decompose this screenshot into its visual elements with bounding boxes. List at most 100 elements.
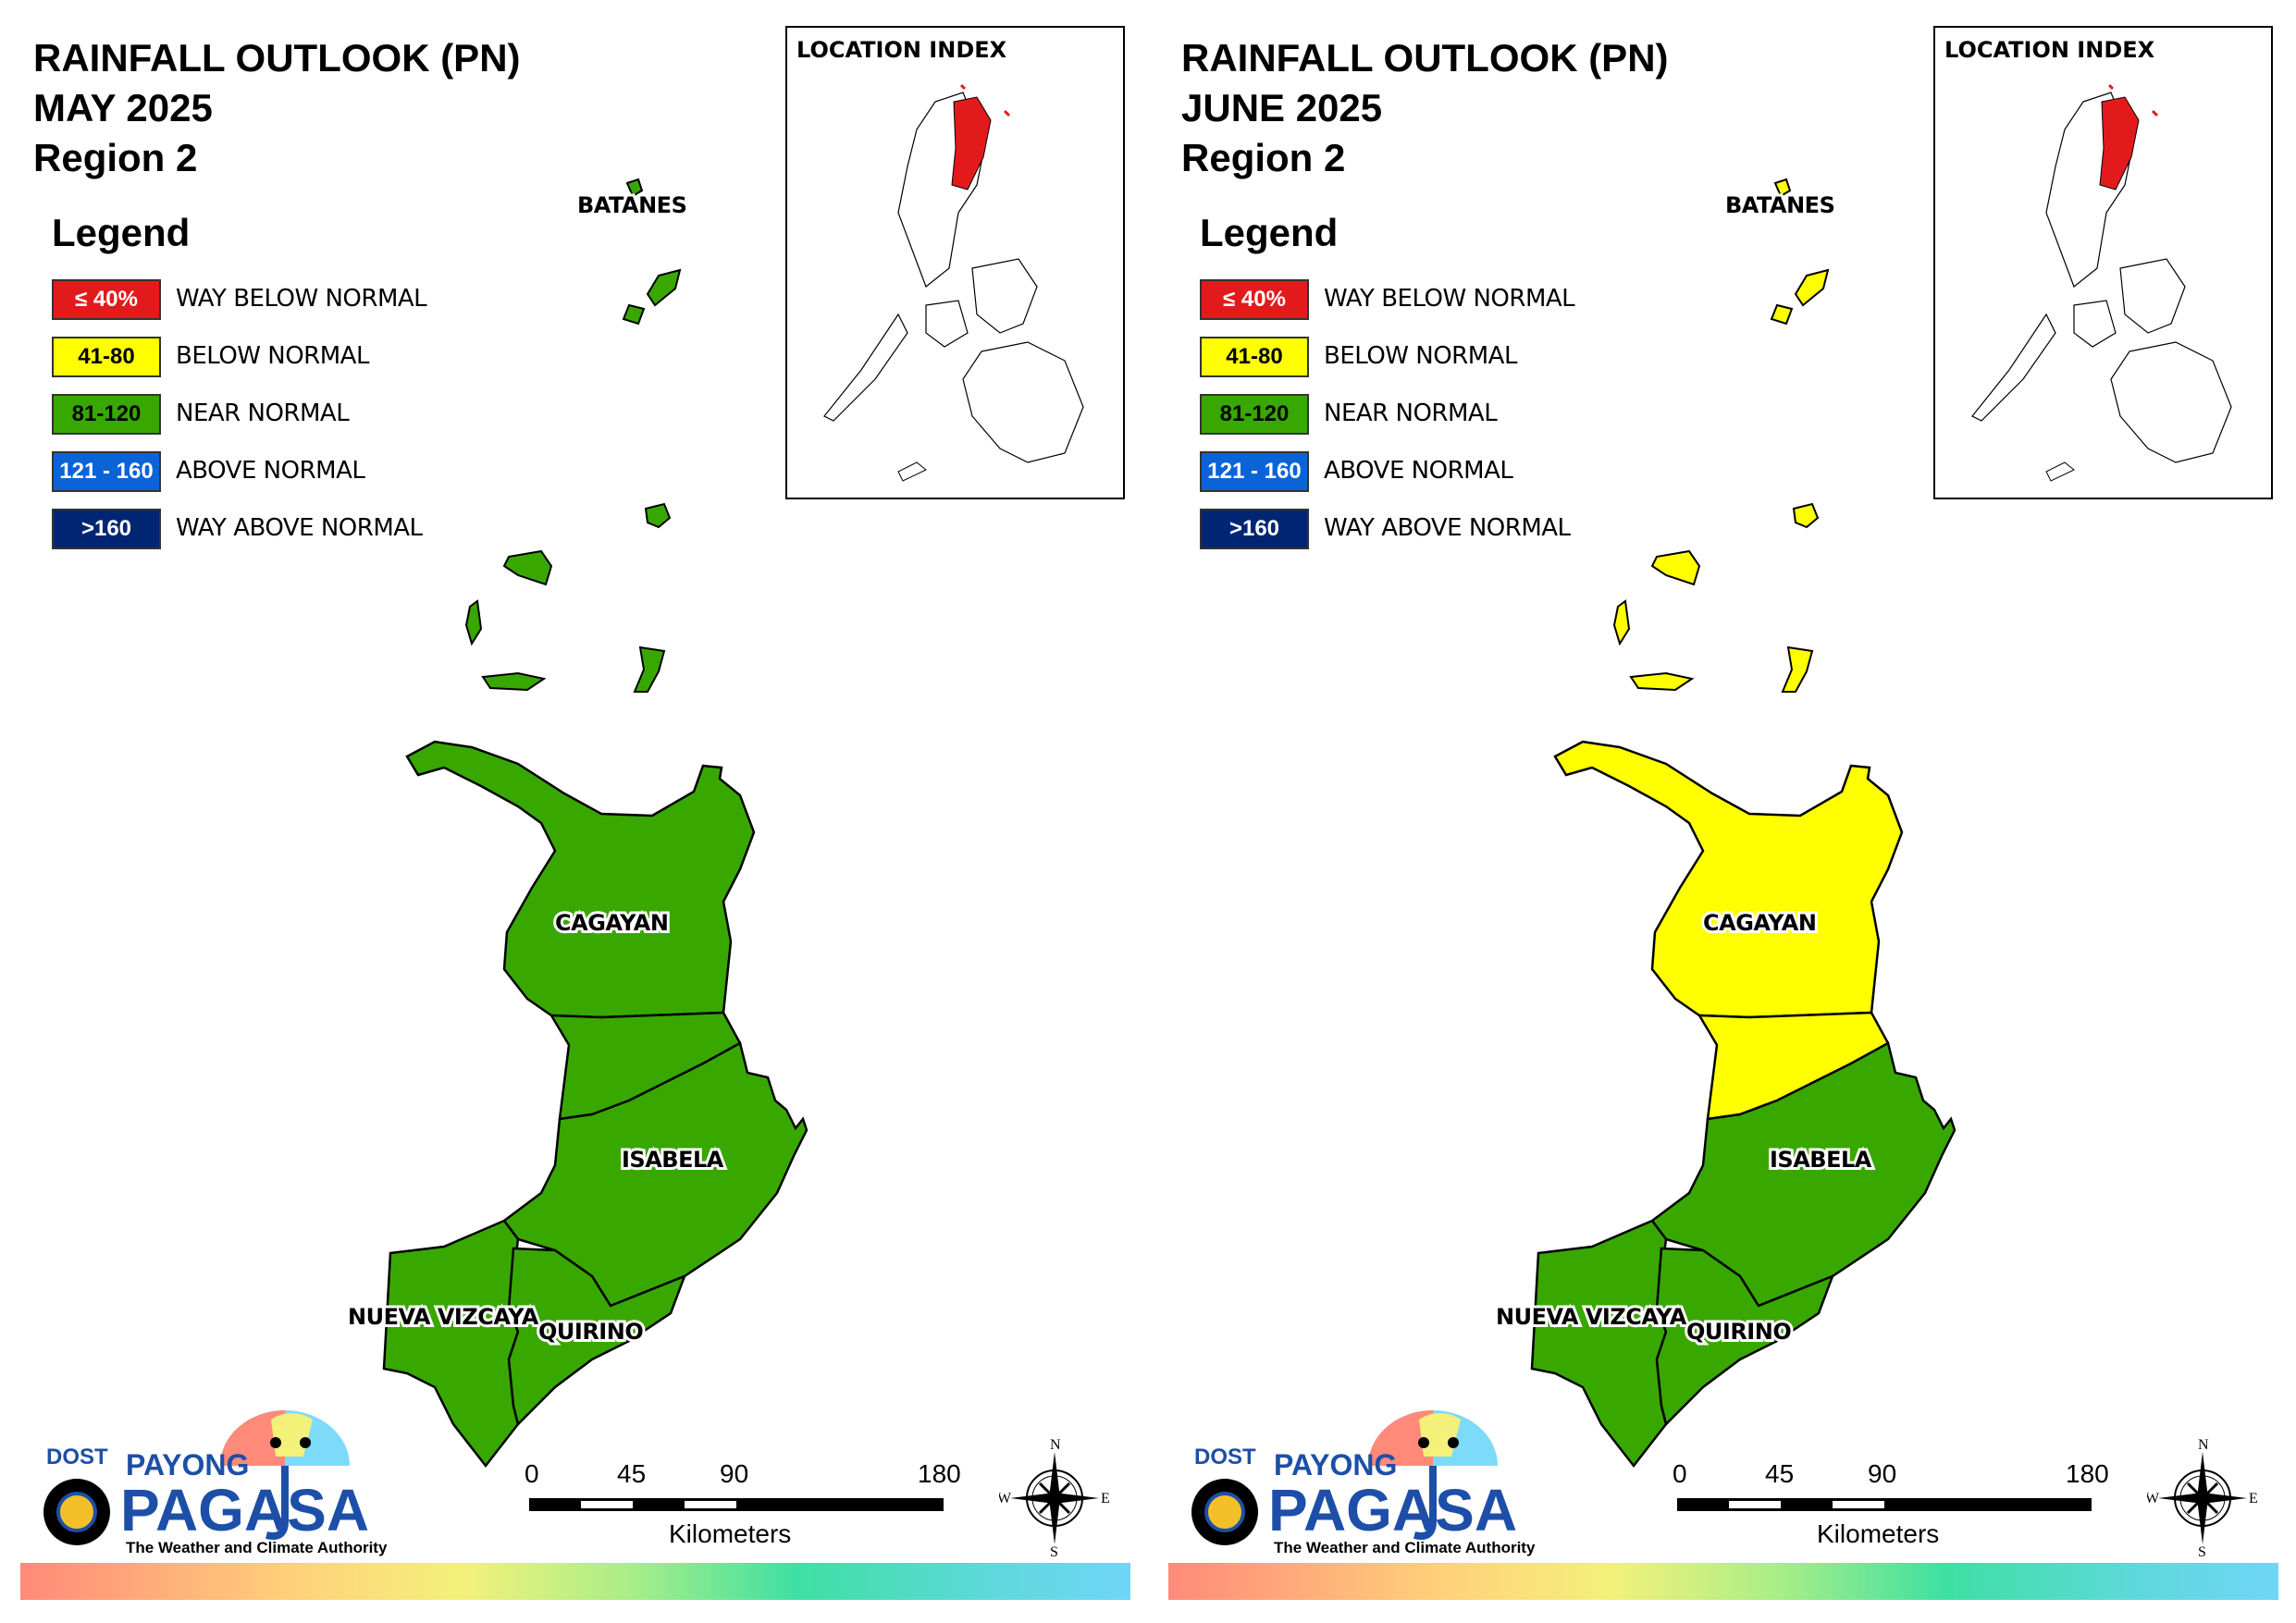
location-index-title: LOCATION INDEX <box>796 37 1007 63</box>
title-region: Region 2 <box>1181 136 1346 179</box>
batanes-island <box>1629 671 1695 692</box>
label-nueva-vizcaya: NUEVA VIZCAYA <box>1496 1304 1687 1330</box>
legend-label: BELOW NORMAL <box>176 342 369 370</box>
pagasa-logo: DOST PAYONG PAGASA The Weather and Clima… <box>35 1392 396 1558</box>
legend-swatch: 121 - 160 <box>52 451 161 492</box>
compass-rose-icon: N E S W <box>2147 1438 2258 1558</box>
logo-pagasa: PAGASA <box>1268 1477 1517 1543</box>
label-isabela: ISABELA <box>1770 1147 1872 1173</box>
title-month: JUNE 2025 <box>1181 86 1383 129</box>
batanes-island <box>644 502 672 529</box>
compass-s: S <box>1050 1544 1058 1558</box>
batanes-island <box>1770 303 1794 326</box>
title-line: RAINFALL OUTLOOK (PN) <box>1181 36 1669 80</box>
logo-pagasa: PAGASA <box>120 1477 369 1543</box>
province-nueva-vizcaya <box>382 1219 520 1469</box>
batanes-island <box>646 268 682 307</box>
compass-n: N <box>2198 1438 2209 1453</box>
scale-tick: 90 <box>720 1459 749 1488</box>
batanes-island <box>1794 268 1830 307</box>
legend-title: Legend <box>52 211 191 254</box>
logo-dost: DOST <box>46 1445 108 1469</box>
province-nueva-vizcaya <box>1530 1219 1668 1469</box>
legend-label: WAY BELOW NORMAL <box>1324 285 1575 313</box>
province-cagayan <box>405 740 756 1019</box>
scale-unit: Kilometers <box>669 1519 792 1548</box>
label-cagayan: CAGAYAN <box>1703 910 1816 936</box>
scale-tick: 180 <box>918 1459 961 1488</box>
scale-tick: 0 <box>525 1459 539 1488</box>
legend-swatch: ≤ 40% <box>52 279 161 320</box>
legend-label: WAY ABOVE NORMAL <box>1324 514 1571 542</box>
label-quirino: QUIRINO <box>538 1319 643 1345</box>
title-line: RAINFALL OUTLOOK (PN) <box>33 36 521 80</box>
batanes-island <box>502 549 553 586</box>
map-title: RAINFALL OUTLOOK (PN) JUNE 2025 Region 2 <box>1181 33 1669 183</box>
logo-tagline: The Weather and Climate Authority <box>1274 1539 1536 1556</box>
region-2-map: BATANES CAGAYAN ISABELA NUEVA VIZCAYA QU… <box>1493 178 1957 1469</box>
batanes-island <box>622 303 646 326</box>
batanes-island <box>464 599 483 646</box>
compass-w: W <box>999 1491 1012 1506</box>
batanes-islands <box>1612 178 1830 693</box>
location-index-title: LOCATION INDEX <box>1944 37 2155 63</box>
label-nueva-vizcaya: NUEVA VIZCAYA <box>348 1304 539 1330</box>
legend-label: ABOVE NORMAL <box>1324 457 1513 485</box>
legend-label: NEAR NORMAL <box>1324 400 1498 427</box>
footer-gradient-bar <box>1168 1563 2278 1600</box>
location-index-map: LOCATION INDEX <box>1933 26 2273 499</box>
batanes-island <box>625 178 644 198</box>
scale-tick: 0 <box>1673 1459 1687 1488</box>
legend-label: WAY BELOW NORMAL <box>176 285 427 313</box>
label-batanes: BATANES <box>1725 192 1834 218</box>
label-isabela: ISABELA <box>622 1147 724 1173</box>
province-quirino <box>1655 1247 1835 1427</box>
scale-bar <box>529 1498 944 1511</box>
legend-swatch: 41-80 <box>1200 337 1309 377</box>
batanes-island <box>1612 599 1631 646</box>
legend-swatch: ≤ 40% <box>1200 279 1309 320</box>
label-batanes: BATANES <box>577 192 686 218</box>
scale-tick: 180 <box>2066 1459 2109 1488</box>
legend-swatch: 41-80 <box>52 337 161 377</box>
title-region: Region 2 <box>33 136 198 179</box>
compass-w: W <box>2147 1491 2160 1506</box>
legend-title: Legend <box>1200 211 1339 254</box>
region-2-highlight <box>2099 96 2140 191</box>
scale-bar <box>1677 1498 2092 1511</box>
compass-s: S <box>2198 1544 2206 1558</box>
compass-rose-icon: N E S W <box>999 1438 1110 1558</box>
scale-tick: 45 <box>1765 1459 1795 1488</box>
logo-payong: PAYONG <box>1274 1448 1397 1482</box>
region-2-map: BATANES CAGAYAN ISABELA NUEVA VIZCAYA QU… <box>348 178 809 1469</box>
batanes-island <box>633 646 666 693</box>
panel-june: RAINFALL OUTLOOK (PN) JUNE 2025 Region 2… <box>1148 0 2296 1623</box>
legend-label: NEAR NORMAL <box>176 400 350 427</box>
label-quirino: QUIRINO <box>1686 1319 1791 1345</box>
region-2-highlight <box>951 96 992 191</box>
batanes-island <box>481 671 547 692</box>
batanes-island <box>1650 549 1701 586</box>
legend-swatch: >160 <box>52 509 161 549</box>
logo-dost: DOST <box>1194 1445 1256 1469</box>
label-cagayan: CAGAYAN <box>555 910 668 936</box>
footer-gradient-bar <box>20 1563 1130 1600</box>
title-month: MAY 2025 <box>33 86 213 129</box>
legend-swatch: 81-120 <box>52 394 161 435</box>
scale-tick: 45 <box>617 1459 647 1488</box>
legend-swatch: 81-120 <box>1200 394 1309 435</box>
philippines-outline <box>823 83 1084 482</box>
batanes-island <box>1792 502 1820 529</box>
compass-n: N <box>1050 1438 1061 1453</box>
batanes-islands <box>464 178 682 693</box>
batanes-island <box>1773 178 1792 198</box>
map-title: RAINFALL OUTLOOK (PN) MAY 2025 Region 2 <box>33 33 521 183</box>
location-index-map: LOCATION INDEX <box>785 26 1125 499</box>
logo-payong: PAYONG <box>126 1448 249 1482</box>
scale-unit: Kilometers <box>1817 1519 1940 1548</box>
legend-label: BELOW NORMAL <box>1324 342 1517 370</box>
legend-label: WAY ABOVE NORMAL <box>176 514 423 542</box>
legend-label: ABOVE NORMAL <box>176 457 365 485</box>
legend-swatch: >160 <box>1200 509 1309 549</box>
logo-tagline: The Weather and Climate Authority <box>126 1539 388 1556</box>
